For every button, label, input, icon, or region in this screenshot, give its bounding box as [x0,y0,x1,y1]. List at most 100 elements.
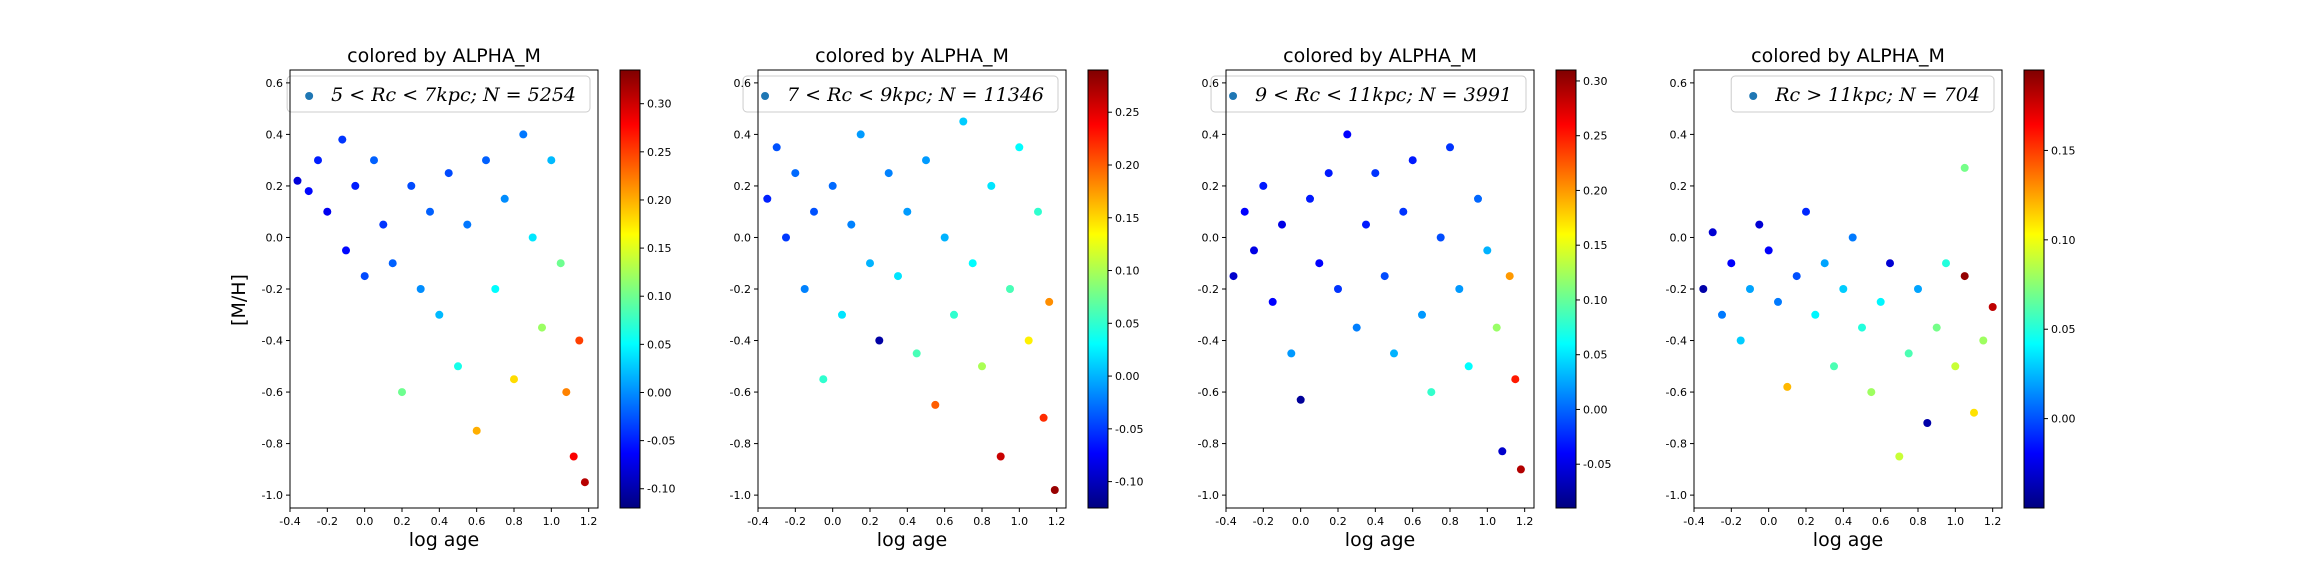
colorbar-gradient [1087,69,1109,509]
colorbar-tick-label: 0.20 [647,194,672,207]
x-tick-label: 0.0 [1760,515,1778,528]
scatter-point [379,220,388,229]
scatter-point [454,362,462,371]
scatter-point [444,169,453,178]
x-tick-label: 0.2 [393,515,411,528]
y-tick-label: -0.8 [1666,438,1687,451]
scatter-point [903,207,912,216]
colorbar-tick-label: 0.15 [2051,144,2076,157]
scatter-point [1820,259,1829,268]
scatter-point [1718,310,1726,319]
colorbar-tick-label: 0.30 [647,98,672,111]
legend-box [1730,75,1995,113]
colorbar-gradient [619,69,641,509]
colorbar-tick-label: 0.00 [647,386,672,399]
scatter-point [1516,465,1525,474]
x-tick-label: 0.4 [431,515,449,528]
x-tick-label: 1.0 [1011,515,1029,528]
scatter-point [1839,285,1848,293]
x-tick-label: 1.0 [1947,515,1965,528]
scatter-point [338,135,347,144]
x-tick-label: 0.4 [1367,515,1385,528]
scatter-point [1727,259,1736,268]
x-tick-label: -0.4 [1683,515,1704,528]
scatter-point [398,388,406,397]
scatter-point [1390,349,1398,358]
x-tick-label: 0.2 [1329,515,1347,528]
x-tick-label: -0.2 [785,515,806,528]
scatter-point [1886,259,1894,268]
panel-4-points [1699,163,1997,461]
y-tick-label: 0.2 [734,180,752,193]
x-tick-label: -0.4 [279,515,300,528]
colorbar-tick-label: 0.25 [1115,106,1140,119]
scatter-point [1811,310,1820,319]
panel-1-legend-label: 5 < Rc < 7kpc; N = 5254 [331,84,576,106]
scatter-point [1399,207,1408,216]
scatter-point [463,220,472,229]
panel-4-x-axis-label: log age [1813,529,1883,551]
scatter-panel-1: colored by ALPHA_M log age -0.4 -0.2 0.0 0.… [262,45,676,551]
panel-1-title: colored by ALPHA_M [347,45,541,67]
plot-frame [1225,69,1535,509]
scatter-point [1427,388,1436,397]
colorbar-tick-label: 0.05 [2051,323,2076,336]
legend-box [286,75,591,113]
colorbar-tick-label: 0.15 [1115,212,1140,225]
scatter-point [884,169,893,178]
scatter-point [800,285,809,293]
colorbar-tick-label: 0.05 [647,338,672,351]
scatter-point [407,181,416,190]
y-tick-label: 0.6 [1670,77,1688,90]
panel-3-legend-label: 9 < Rc < 11kpc; N = 3991 [1255,84,1512,106]
colorbar-tick-label: -0.05 [1115,423,1143,436]
y-tick-label: -0.2 [1198,283,1219,296]
scatter-panel-4: colored by ALPHA_M log age -0.4 -0.2 0.0 0.… [1666,45,2076,551]
scatter-point [1858,323,1866,332]
scatter-point [351,181,360,190]
y-tick-label: -0.6 [1666,386,1687,399]
scatter-point [772,143,781,152]
x-tick-label: 1.2 [1984,515,2002,528]
y-tick-label: 0.6 [1202,77,1220,90]
panel-2-x-axis-label: log age [877,529,947,551]
scatter-point [1895,452,1904,461]
scatter-point [894,272,902,281]
scatter-point [472,426,481,435]
scatter-point [1034,207,1042,216]
scatter-point [1418,310,1426,319]
scatter-point [1802,207,1810,216]
scatter-point [1970,408,1978,417]
y-tick-label: 0.2 [266,180,284,193]
panel-1-points [293,130,589,487]
scatter-panel-2: colored by ALPHA_M log age -0.4 -0.2 0.0 0.… [730,45,1144,551]
colorbar-tick-label: -0.05 [647,435,675,448]
scatter-point [510,375,518,384]
x-tick-label: 1.0 [543,515,561,528]
y-tick-label: -0.6 [262,386,283,399]
scatter-point [875,336,884,345]
scatter-point [987,181,996,190]
y-tick-label: -0.2 [262,283,283,296]
scatter-point [580,478,589,487]
scatter-point [1039,413,1048,422]
scatter-point [1380,272,1389,281]
scatter-point [575,336,584,345]
legend-box [742,75,1059,113]
scatter-point [1334,285,1342,293]
scatter-point [1050,486,1059,494]
scatter-point [1830,362,1838,371]
y-tick-label: 0.6 [266,77,284,90]
scatter-point [1436,233,1445,242]
colorbar-tick-label: 0.10 [647,290,672,303]
scatter-point [1474,194,1482,203]
shared-y-axis-label: [M/H] [228,274,250,326]
scatter-panel-3: colored by ALPHA_M log age -0.4 -0.2 0.0 0.… [1198,45,1612,551]
panel-3-x-axis-label: log age [1345,529,1415,551]
scatter-point [426,207,434,216]
scatter-point [1736,336,1745,345]
legend-marker [1229,92,1238,100]
scatter-point [791,169,800,178]
scatter-point [528,233,537,242]
x-tick-label: 0.8 [1909,515,1927,528]
